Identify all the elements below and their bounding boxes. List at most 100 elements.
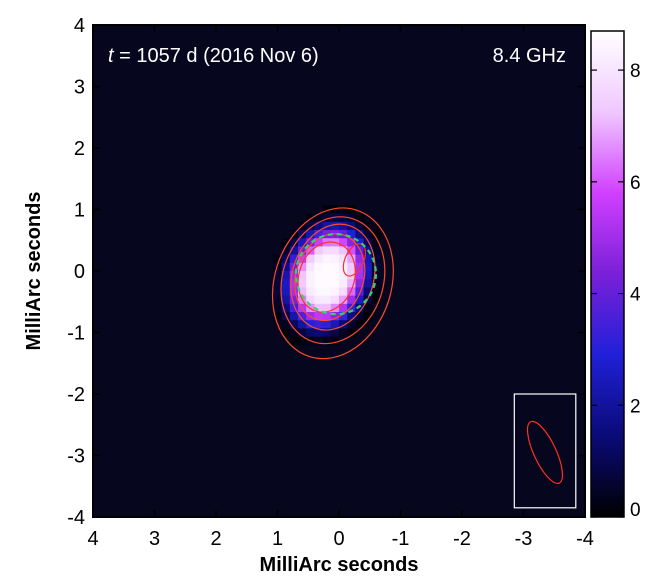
intensity-pixel bbox=[363, 303, 373, 313]
y-tick-label: 1 bbox=[74, 200, 85, 222]
intensity-pixel bbox=[347, 262, 356, 272]
intensity-pixel bbox=[363, 271, 373, 280]
intensity-pixel bbox=[330, 205, 340, 215]
y-tick-label: 3 bbox=[74, 77, 85, 99]
intensity-pixel bbox=[289, 254, 299, 264]
fit-circle bbox=[294, 233, 377, 316]
intensity-pixel bbox=[281, 279, 291, 288]
intensity-pixel bbox=[339, 238, 348, 247]
intensity-pixel bbox=[306, 254, 315, 264]
intensity-pixel bbox=[355, 279, 365, 288]
colorbar-tick-label: 8 bbox=[630, 61, 641, 82]
intensity-pixel bbox=[347, 320, 356, 329]
intensity-pixel bbox=[306, 271, 315, 280]
intensity-pixel bbox=[347, 303, 356, 313]
contour-level bbox=[294, 233, 366, 322]
intensity-pixel bbox=[298, 262, 307, 272]
intensity-pixel bbox=[347, 312, 356, 321]
intensity-pixel bbox=[355, 271, 365, 280]
intensity-pixel bbox=[355, 221, 365, 231]
intensity-pixel bbox=[363, 279, 373, 288]
intensity-pixel bbox=[281, 328, 291, 338]
intensity-pixel bbox=[289, 303, 299, 313]
intensity-pixel bbox=[306, 295, 315, 305]
intensity-pixel bbox=[273, 271, 283, 280]
intensity-pixel bbox=[281, 238, 291, 247]
intensity-pixel bbox=[298, 271, 307, 280]
intensity-pixel bbox=[322, 320, 332, 329]
x-tick-label: -4 bbox=[576, 528, 594, 550]
x-tick-label: -1 bbox=[392, 528, 410, 550]
intensity-pixel bbox=[322, 262, 332, 272]
intensity-pixel bbox=[371, 279, 381, 288]
intensity-pixel bbox=[330, 230, 340, 239]
intensity-pixel bbox=[273, 303, 283, 313]
intensity-pixel bbox=[281, 303, 291, 313]
intensity-pixel bbox=[314, 262, 324, 272]
intensity-pixel bbox=[281, 320, 291, 329]
x-axis: 4 3 2 1 0 -1 -2 -3 -4 bbox=[87, 25, 594, 550]
intensity-pixel bbox=[371, 230, 381, 239]
intensity-pixel bbox=[298, 221, 307, 231]
intensity-pixel bbox=[371, 254, 381, 264]
intensity-pixel bbox=[314, 320, 324, 329]
y-tick-label: 4 bbox=[74, 15, 85, 37]
beam-inset bbox=[513, 393, 577, 509]
intensity-pixel bbox=[322, 295, 332, 305]
intensity-pixel bbox=[306, 328, 315, 338]
y-tick-label: -2 bbox=[67, 384, 85, 406]
y-tick-label: -1 bbox=[67, 323, 85, 345]
intensity-pixel bbox=[289, 287, 299, 297]
intensity-pixel bbox=[355, 230, 365, 239]
intensity-pixel bbox=[347, 295, 356, 305]
intensity-pixel bbox=[306, 279, 315, 288]
intensity-pixel bbox=[339, 287, 348, 297]
intensity-pixel bbox=[330, 336, 340, 346]
y-axis: 4 3 2 1 0 -1 -2 -3 -4 bbox=[67, 15, 585, 529]
intensity-pixel bbox=[314, 287, 324, 297]
intensity-pixel bbox=[355, 254, 365, 264]
intensity-pixel bbox=[281, 262, 291, 272]
colorbar-tick-label: 4 bbox=[630, 285, 641, 306]
intensity-pixel bbox=[355, 213, 365, 223]
intensity-pixel bbox=[314, 238, 324, 247]
beam-box bbox=[513, 393, 577, 509]
epoch-variable: t bbox=[108, 45, 115, 67]
x-tick-label: 4 bbox=[87, 528, 98, 550]
intensity-pixel bbox=[330, 221, 340, 231]
intensity-pixel bbox=[330, 262, 340, 272]
intensity-pixel bbox=[314, 246, 324, 256]
intensity-pixel bbox=[347, 238, 356, 247]
intensity-pixel bbox=[273, 254, 283, 264]
intensity-pixel bbox=[314, 271, 324, 280]
intensity-pixel bbox=[322, 303, 332, 313]
intensity-pixel bbox=[306, 262, 315, 272]
colorbar: 0 2 4 6 8 bbox=[590, 30, 641, 521]
intensity-pixel bbox=[330, 295, 340, 305]
frequency-annotation: 8.4 GHz bbox=[493, 45, 566, 67]
intensity-pixel bbox=[314, 279, 324, 288]
intensity-pixel bbox=[355, 320, 365, 329]
intensity-pixel bbox=[355, 262, 365, 272]
intensity-pixel bbox=[298, 336, 307, 346]
intensity-pixel bbox=[330, 312, 340, 321]
intensity-pixel bbox=[371, 238, 381, 247]
intensity-pixel bbox=[330, 213, 340, 223]
intensity-pixel bbox=[330, 287, 340, 297]
intensity-pixel bbox=[339, 328, 348, 338]
intensity-pixel bbox=[314, 295, 324, 305]
intensity-pixel bbox=[322, 271, 332, 280]
intensity-pixel bbox=[314, 328, 324, 338]
colorbar-frame bbox=[590, 30, 625, 518]
intensity-pixel bbox=[281, 271, 291, 280]
intensity-pixel bbox=[355, 246, 365, 256]
intensity-pixel bbox=[314, 312, 324, 321]
intensity-pixel bbox=[322, 246, 332, 256]
x-tick-label: 2 bbox=[210, 528, 221, 550]
intensity-pixel bbox=[339, 246, 348, 256]
intensity-pixel bbox=[298, 287, 307, 297]
intensity-pixel bbox=[347, 279, 356, 288]
intensity-pixel bbox=[322, 213, 332, 223]
intensity-pixel bbox=[347, 328, 356, 338]
x-tick-label: 1 bbox=[272, 528, 283, 550]
